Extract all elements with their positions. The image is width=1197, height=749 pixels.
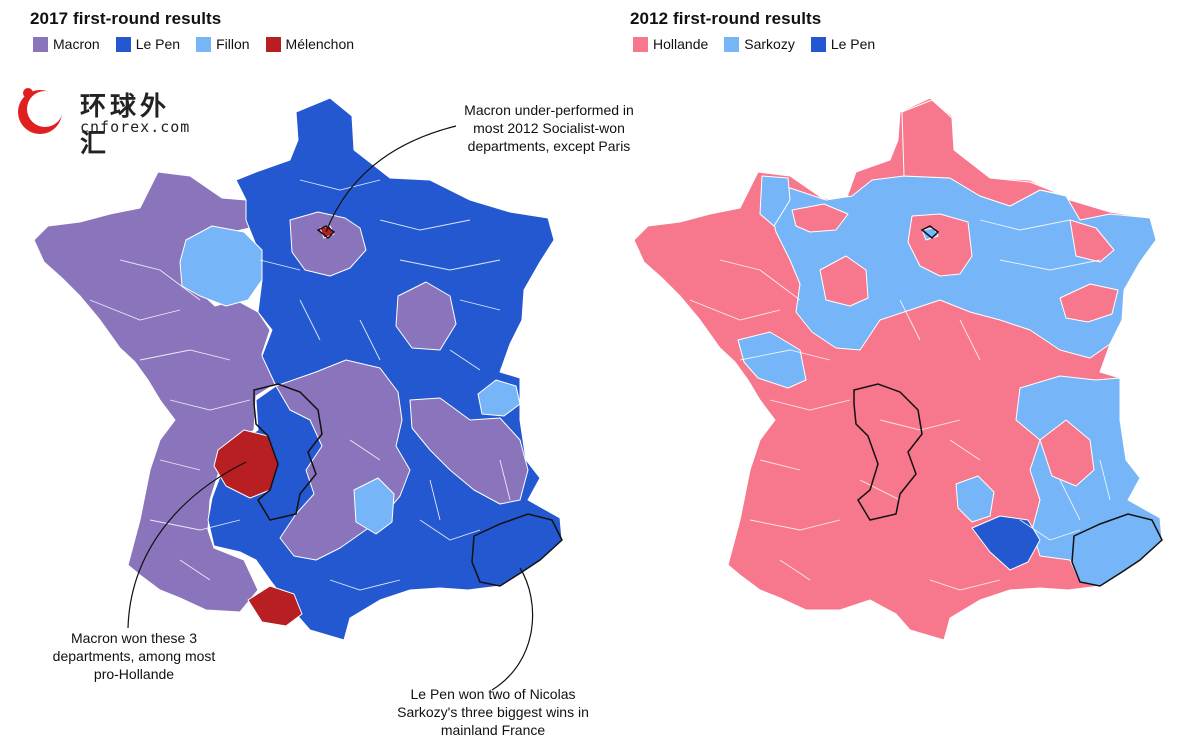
left-legend: Macron Le Pen Fillon Mélenchon (33, 36, 370, 52)
annotation-paris: Macron under-performed in most 2012 Soci… (444, 101, 654, 155)
region-burgundy-macron (395, 281, 457, 351)
legend-item-sarkozy: Sarkozy (724, 36, 795, 52)
annotation-line: pro-Hollande (93, 666, 175, 682)
legend-label: Macron (53, 36, 100, 52)
legend-swatch-le-pen (115, 36, 131, 52)
region-hollande-east (1069, 219, 1115, 263)
region-alps-macron (409, 397, 529, 505)
map-2017 (33, 97, 563, 641)
legend-swatch-hollande (633, 36, 648, 52)
outline-paris-2017 (316, 225, 336, 240)
leader-line-paris (325, 125, 457, 233)
legend-item-hollande: Hollande (633, 36, 708, 52)
region-fillon-east (477, 379, 521, 417)
region-fillon-northwest (179, 225, 263, 307)
annotation-southeast: Le Pen won two of Nicolas Sarkozy's thre… (378, 685, 608, 739)
left-map-title: 2017 first-round results (30, 9, 222, 28)
region-sarkozy-brittany (759, 175, 791, 227)
annotation-line: Macron won these 3 (70, 630, 198, 646)
annotation-line: Sarkozy's three biggest wins in (397, 704, 589, 720)
region-hollande-burgundy (1059, 283, 1119, 323)
annotation-line: Le Pen won two of Nicolas (410, 686, 576, 702)
department-borders-2017 (89, 179, 511, 591)
logo-url-text: cnforex.com (80, 118, 191, 136)
legend-swatch-fillon (196, 36, 212, 52)
legend-label: Le Pen (135, 36, 181, 52)
outline-paris-2012 (920, 225, 940, 240)
leader-line-three-departments (127, 461, 247, 629)
annotation-line: mainland France (440, 722, 546, 738)
legend-item-le-pen: Le Pen (115, 36, 181, 52)
annotation-three-departments: Macron won these 3 departments, among mo… (34, 629, 234, 683)
map-2012 (633, 97, 1163, 641)
region-sarkozy-cantal (955, 475, 995, 523)
right-map-title: 2012 first-round results (630, 9, 822, 28)
legend-label: Mélenchon (285, 36, 355, 52)
annotation-line: departments, except Paris (467, 138, 631, 154)
legend-label: Hollande (653, 36, 709, 52)
legend-swatch-melenchon (265, 36, 281, 52)
leader-line-southeast (491, 567, 534, 691)
annotation-line: most 2012 Socialist-won (473, 120, 625, 136)
region-hollande-north (901, 99, 1061, 207)
outline-southeast-2012 (1071, 513, 1163, 587)
annotation-line: departments, among most (52, 648, 216, 664)
region-lepen-2012-gard (971, 515, 1041, 571)
outline-lepen-southeast (471, 513, 563, 587)
legend-swatch-sarkozy (724, 36, 740, 52)
legend-item-le-pen-2012: Le Pen (810, 36, 876, 52)
region-sarkozy-west (737, 331, 807, 389)
logo-chinese-text: 环球外汇 (80, 92, 171, 159)
outline-three-departments (253, 383, 323, 521)
right-legend: Hollande Sarkozy Le Pen (633, 36, 891, 52)
legend-label: Fillon (216, 36, 250, 52)
outline-three-departments-2012 (853, 383, 923, 521)
legend-item-fillon: Fillon (196, 36, 250, 52)
annotation-line: Macron under-performed in (464, 102, 634, 118)
department-borders-2012 (689, 219, 1111, 591)
legend-item-melenchon: Mélenchon (265, 36, 355, 52)
legend-swatch-le-pen-2012 (810, 36, 826, 52)
cnforex-logo-icon (18, 88, 63, 134)
region-hollande-centre (819, 255, 869, 307)
region-hollande-northwest (791, 203, 849, 233)
legend-item-macron: Macron (33, 36, 100, 52)
legend-label: Le Pen (830, 36, 876, 52)
region-fillon-center (353, 477, 395, 535)
region-paris-macron (289, 211, 367, 277)
legend-label: Sarkozy (744, 36, 795, 52)
cnforex-logo: 环球外汇 cnforex.com (14, 84, 196, 159)
region-hollande-isere (1039, 419, 1095, 487)
legend-swatch-macron (33, 36, 48, 52)
region-melenchon-ariege (247, 585, 303, 627)
